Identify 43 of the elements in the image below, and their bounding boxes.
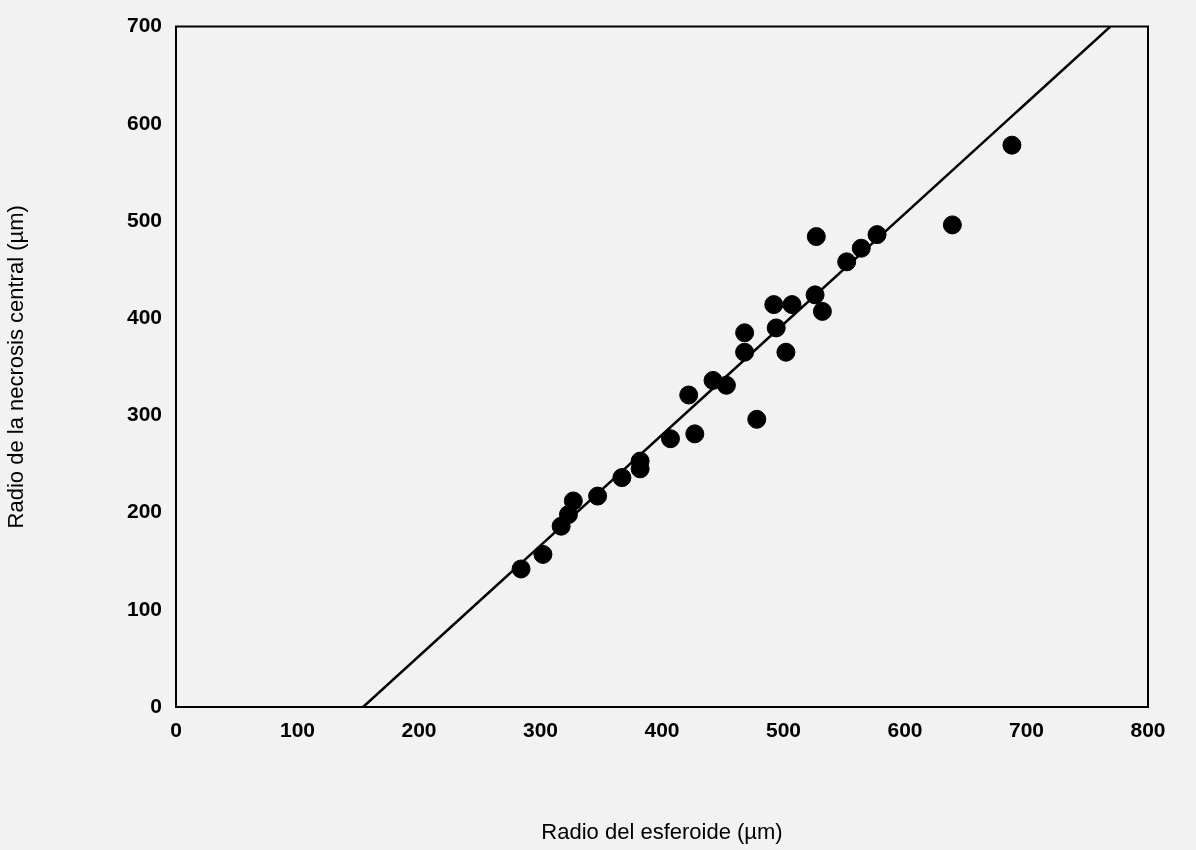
point — [685, 424, 705, 444]
x-tick-label: 800 — [1130, 718, 1166, 742]
x-tick-label: 200 — [401, 718, 437, 742]
x-tick-label: 0 — [170, 718, 182, 742]
x-axis-title: Radio del esferoide (µm) — [541, 818, 783, 844]
point — [716, 375, 736, 395]
point — [764, 295, 784, 315]
y-tick-label: 300 — [126, 402, 162, 426]
y-tick-label: 100 — [126, 596, 162, 620]
point — [776, 342, 796, 362]
point — [679, 385, 699, 405]
point — [837, 252, 857, 272]
point — [661, 429, 681, 449]
y-tick-label: 0 — [150, 693, 162, 717]
point — [782, 295, 802, 315]
x-tick-label: 100 — [279, 718, 316, 742]
point — [805, 285, 825, 305]
y-tick-label: 400 — [126, 305, 162, 328]
y-tick-label: 200 — [126, 499, 162, 523]
point — [747, 409, 767, 429]
x-tick-label: 700 — [1008, 718, 1045, 742]
point — [612, 468, 632, 488]
point — [735, 323, 755, 343]
x-tick-label: 400 — [644, 718, 680, 742]
x-tick-label: 600 — [887, 718, 923, 742]
point — [806, 227, 826, 247]
y-axis-title: Radio de la necrosis central (µm) — [3, 205, 29, 529]
point — [511, 559, 531, 579]
point — [867, 225, 887, 245]
y-tick-label: 700 — [126, 13, 162, 37]
x-tick-label: 300 — [522, 718, 559, 742]
point — [812, 301, 832, 321]
point — [942, 215, 962, 235]
x-tick-label: 500 — [765, 718, 802, 742]
point — [533, 544, 553, 564]
point — [588, 486, 608, 506]
point — [563, 491, 583, 511]
y-tick-label: 600 — [126, 110, 162, 134]
point — [1002, 135, 1022, 155]
point — [766, 318, 786, 338]
point — [735, 342, 755, 362]
y-tick-label: 500 — [126, 207, 162, 231]
point — [851, 238, 871, 258]
